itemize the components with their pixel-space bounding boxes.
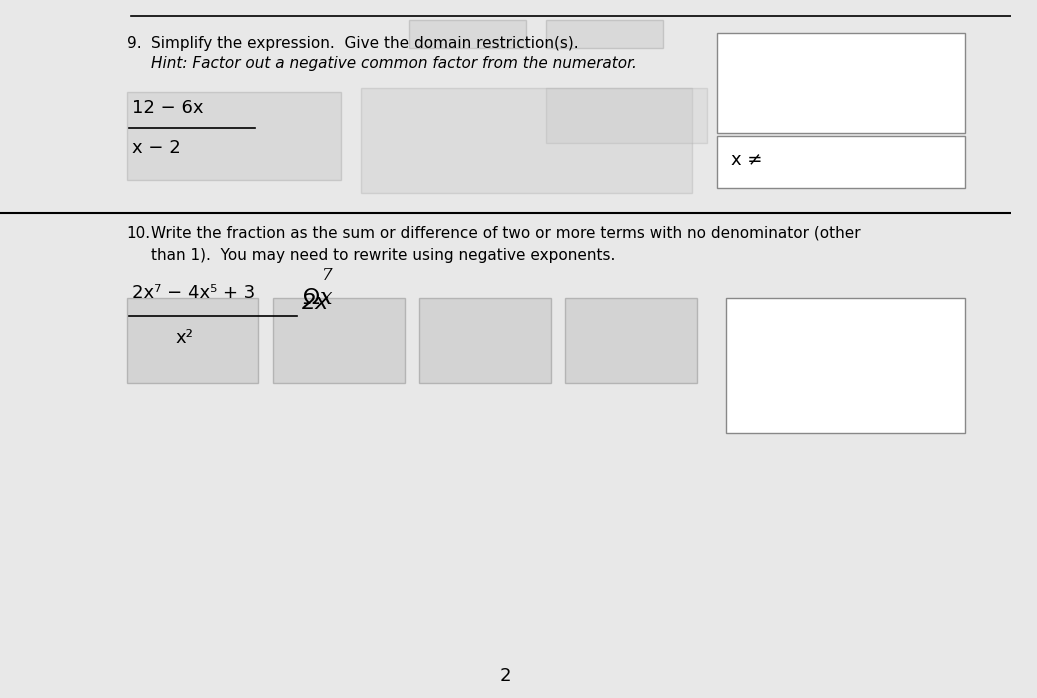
Text: 10.: 10. [127, 226, 150, 241]
Text: x − 2: x − 2 [132, 139, 180, 157]
Text: than 1).  You may need to rewrite using negative exponents.: than 1). You may need to rewrite using n… [151, 248, 616, 263]
FancyBboxPatch shape [419, 298, 551, 383]
Text: x ≠: x ≠ [731, 151, 762, 169]
FancyBboxPatch shape [717, 136, 965, 188]
FancyBboxPatch shape [545, 20, 663, 48]
FancyBboxPatch shape [726, 298, 965, 433]
Text: 2x: 2x [302, 293, 330, 313]
FancyBboxPatch shape [717, 33, 965, 133]
Text: 12 − 6x: 12 − 6x [132, 99, 203, 117]
Text: Hint: Factor out a negative common factor from the numerator.: Hint: Factor out a negative common facto… [151, 56, 637, 71]
FancyBboxPatch shape [127, 92, 341, 180]
FancyBboxPatch shape [127, 298, 258, 383]
Text: Simplify the expression.  Give the domain restriction(s).: Simplify the expression. Give the domain… [151, 36, 579, 51]
Text: $\Omega$x: $\Omega$x [302, 287, 334, 309]
FancyBboxPatch shape [410, 20, 527, 48]
Text: 2: 2 [500, 667, 511, 685]
FancyBboxPatch shape [545, 88, 707, 143]
FancyBboxPatch shape [273, 298, 404, 383]
FancyBboxPatch shape [361, 88, 692, 193]
FancyBboxPatch shape [565, 298, 697, 383]
Text: 9.: 9. [127, 36, 141, 51]
Text: x²: x² [175, 329, 193, 347]
Text: Write the fraction as the sum or difference of two or more terms with no denomin: Write the fraction as the sum or differe… [151, 226, 861, 241]
Text: 7: 7 [321, 267, 332, 285]
Text: 2x⁷ − 4x⁵ + 3: 2x⁷ − 4x⁵ + 3 [132, 284, 255, 302]
